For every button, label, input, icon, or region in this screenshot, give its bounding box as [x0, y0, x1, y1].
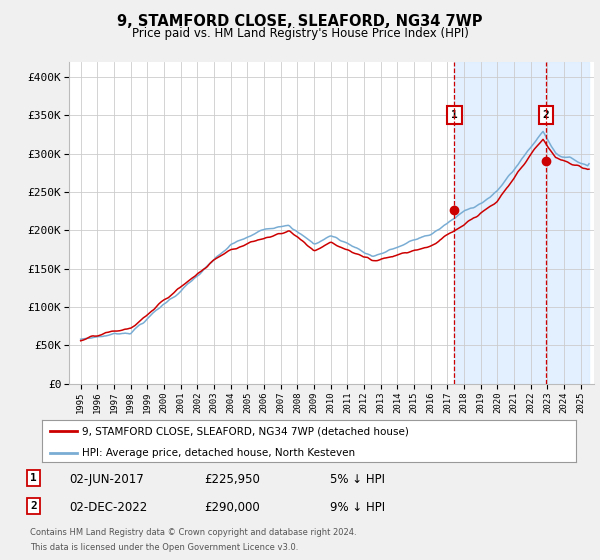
Text: £225,950: £225,950: [204, 473, 260, 486]
Text: 5% ↓ HPI: 5% ↓ HPI: [330, 473, 385, 486]
Text: 02-DEC-2022: 02-DEC-2022: [69, 501, 147, 514]
Text: Price paid vs. HM Land Registry's House Price Index (HPI): Price paid vs. HM Land Registry's House …: [131, 27, 469, 40]
Text: 02-JUN-2017: 02-JUN-2017: [69, 473, 144, 486]
Text: 2: 2: [542, 110, 550, 120]
Text: 9% ↓ HPI: 9% ↓ HPI: [330, 501, 385, 514]
Text: 2: 2: [30, 501, 37, 511]
Bar: [454, 62, 589, 384]
Text: HPI: Average price, detached house, North Kesteven: HPI: Average price, detached house, Nort…: [82, 448, 355, 458]
Text: Contains HM Land Registry data © Crown copyright and database right 2024.: Contains HM Land Registry data © Crown c…: [30, 528, 356, 536]
Text: 9, STAMFORD CLOSE, SLEAFORD, NG34 7WP (detached house): 9, STAMFORD CLOSE, SLEAFORD, NG34 7WP (d…: [82, 426, 409, 436]
Text: £290,000: £290,000: [204, 501, 260, 514]
Text: 1: 1: [30, 473, 37, 483]
Text: 1: 1: [451, 110, 458, 120]
Text: 9, STAMFORD CLOSE, SLEAFORD, NG34 7WP: 9, STAMFORD CLOSE, SLEAFORD, NG34 7WP: [117, 14, 483, 29]
Text: This data is licensed under the Open Government Licence v3.0.: This data is licensed under the Open Gov…: [30, 543, 298, 552]
